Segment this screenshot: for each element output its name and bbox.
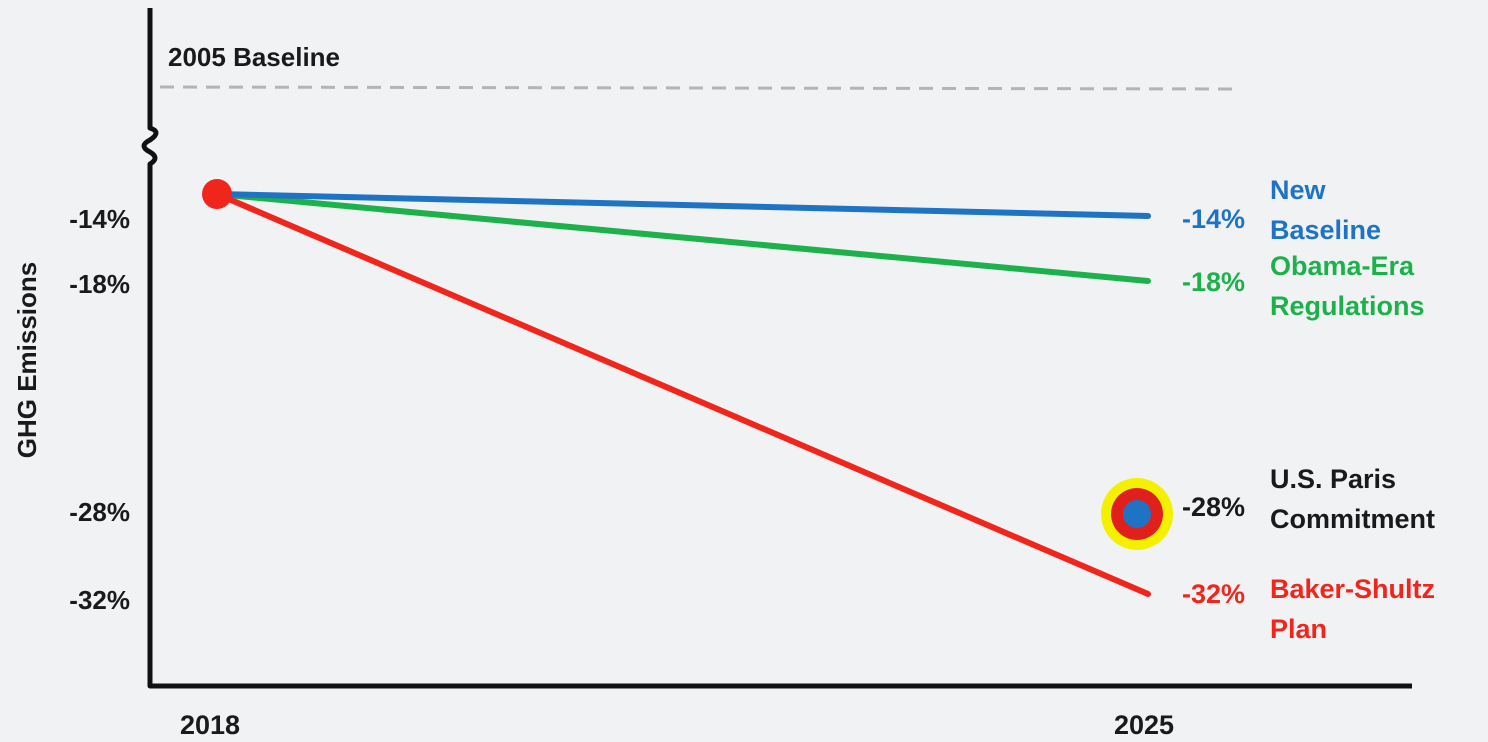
series-label-u-s-paris-commitment-line-1: U.S. Paris <box>1270 464 1396 494</box>
series-line-new-baseline <box>214 191 1151 219</box>
start-point-marker <box>202 179 232 209</box>
label-layer: -14% New Baseline -18% Obama-Era Regulations -… <box>1182 175 1435 644</box>
series-layer <box>214 191 1151 597</box>
baseline-2005-label: 2005 Baseline <box>168 42 340 72</box>
series-label-u-s-paris-commitment-line-2: Commitment <box>1270 504 1435 534</box>
series-label-obama-era-regulations-line-2: Regulations <box>1270 291 1425 321</box>
end-value-u-s-paris-commitment: -28% <box>1182 492 1245 522</box>
series-line-baker-shultz-plan <box>214 191 1151 597</box>
baseline-2005-line <box>159 85 1241 91</box>
marker-layer <box>202 179 1173 550</box>
y-tick-minus-14: -14% <box>69 204 130 234</box>
end-value-obama-era-regulations: -18% <box>1182 267 1245 297</box>
y-tick-minus-32: -32% <box>69 585 130 615</box>
end-value-new-baseline: -14% <box>1182 204 1245 234</box>
y-axis <box>141 8 1412 689</box>
x-tick-2018: 2018 <box>180 710 240 740</box>
series-label-obama-era-regulations-line-1: Obama-Era <box>1270 251 1415 281</box>
axes: GHG Emissions 2018 2025 -14% -18% -28% -… <box>12 8 1412 740</box>
series-line-obama-era-regulations <box>214 191 1151 284</box>
series-label-baker-shultz-plan-line-2: Plan <box>1270 614 1327 644</box>
target-marker-inner <box>1123 500 1151 528</box>
end-value-baker-shultz-plan: -32% <box>1182 579 1245 609</box>
y-tick-minus-18: -18% <box>69 269 130 299</box>
series-label-new-baseline-line-1: New <box>1270 175 1327 205</box>
series-label-new-baseline-line-2: Baseline <box>1270 215 1381 245</box>
reference-line-group: 2005 Baseline <box>159 42 1241 91</box>
y-tick-minus-28: -28% <box>69 497 130 527</box>
x-tick-2025: 2025 <box>1114 710 1174 740</box>
series-label-baker-shultz-plan-line-1: Baker-Shultz <box>1270 574 1435 604</box>
y-axis-title: GHG Emissions <box>12 262 42 459</box>
